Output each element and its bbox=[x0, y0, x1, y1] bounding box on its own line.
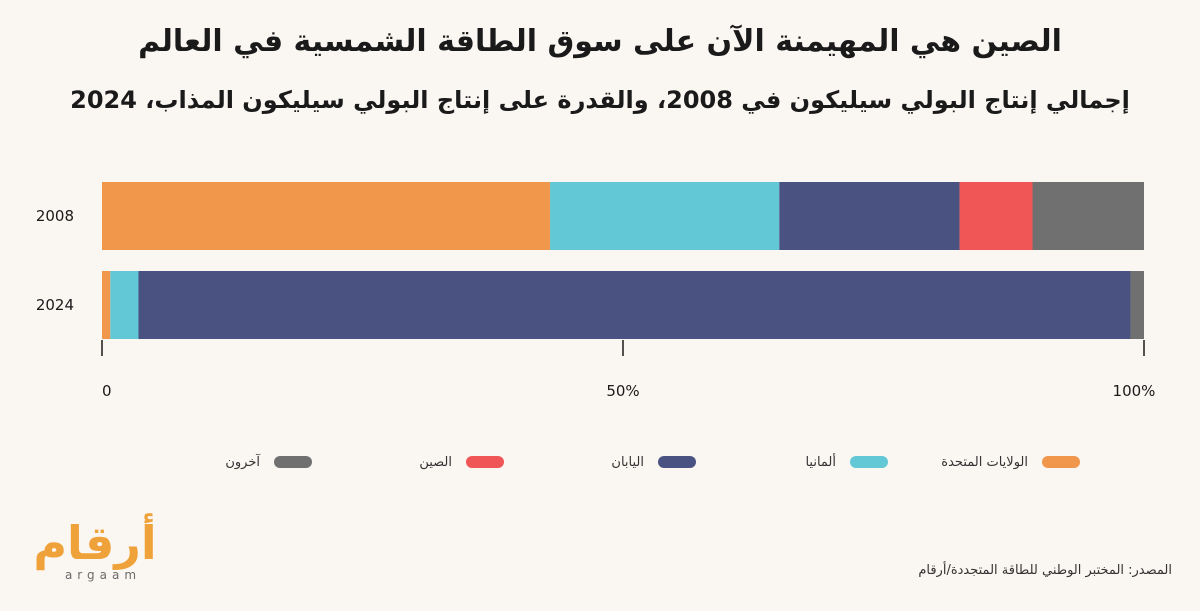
category-label-2024: 2024 bbox=[36, 296, 74, 314]
legend-item: الولايات المتحدة bbox=[888, 455, 1080, 470]
legend-label: ألمانيا bbox=[805, 454, 836, 470]
chart-subtitle: إجمالي إنتاج البولي سيليكون في 2008، وال… bbox=[70, 86, 1130, 114]
legend-item: آخرون bbox=[120, 455, 312, 470]
legend-item: ألمانيا bbox=[696, 455, 888, 470]
bar-segment-2008-4 bbox=[1032, 182, 1144, 250]
bar-segment-2024-4 bbox=[1130, 271, 1144, 339]
legend-swatch bbox=[274, 456, 312, 468]
legend-label: اليابان bbox=[611, 454, 644, 470]
bar-segment-2008-0 bbox=[102, 182, 551, 250]
bar-segment-2024-1 bbox=[110, 271, 139, 339]
bar-segment-2008-3 bbox=[959, 182, 1033, 250]
legend-swatch bbox=[850, 456, 888, 468]
x-tick-label: 0 bbox=[102, 382, 112, 400]
source-note: المصدر: المختبر الوطني للطاقة المتجددة/أ… bbox=[918, 563, 1172, 578]
legend-swatch bbox=[466, 456, 504, 468]
logo-wordmark: أرقام bbox=[33, 516, 157, 570]
x-tick-label: 50% bbox=[606, 382, 639, 400]
stacked-bar-chart: 2008 2024 0 50% 100% bbox=[36, 182, 1156, 400]
legend-label: آخرون bbox=[225, 454, 260, 470]
legend-label: الصين bbox=[419, 454, 452, 470]
bar-segment-2008-1 bbox=[550, 182, 780, 250]
argaam-logo: أرقام argaam bbox=[30, 520, 180, 590]
x-tick-label: 100% bbox=[1113, 382, 1156, 400]
chart-title: الصين هي المهيمنة الآن على سوق الطاقة ال… bbox=[138, 24, 1062, 59]
legend-label: الولايات المتحدة bbox=[941, 454, 1028, 470]
legend-item: الصين bbox=[312, 455, 504, 470]
bar-segment-2008-2 bbox=[779, 182, 960, 250]
category-label-2008: 2008 bbox=[36, 207, 74, 225]
chart-legend: الولايات المتحدة ألمانيا اليابان الصين آخرون bbox=[120, 450, 1080, 474]
logo-subtext: argaam bbox=[64, 568, 142, 582]
legend-item: اليابان bbox=[504, 455, 696, 470]
legend-swatch bbox=[1042, 456, 1080, 468]
bar-segment-2024-2 bbox=[138, 271, 1131, 339]
legend-swatch bbox=[658, 456, 696, 468]
bar-segment-2024-0 bbox=[102, 271, 111, 339]
